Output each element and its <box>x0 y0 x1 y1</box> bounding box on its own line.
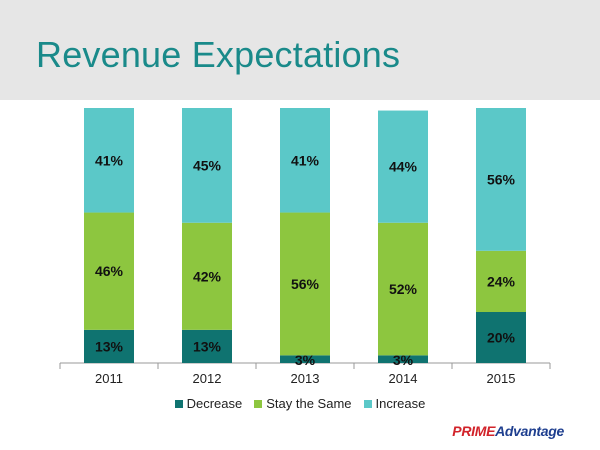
data-label-increase-2014: 44% <box>389 159 418 175</box>
logo-part-prime: PRIME <box>452 423 496 439</box>
data-label-decrease-2011: 13% <box>95 338 124 354</box>
logo-part-advantage: Advantage <box>495 423 564 439</box>
legend-label: Increase <box>375 396 426 411</box>
bar-increase-2015 <box>476 108 526 251</box>
legend-swatch <box>254 399 263 408</box>
legend-item-stay-the-same: Stay the Same <box>254 396 352 411</box>
legend-item-decrease: Decrease <box>174 396 243 411</box>
page-title: Revenue Expectations <box>36 34 401 75</box>
data-label-decrease-2015: 20% <box>487 330 516 346</box>
legend-swatch <box>174 399 183 408</box>
bar-stay-the-same-2012 <box>182 222 232 330</box>
legend-label: Decrease <box>186 396 243 411</box>
bar-stay-the-same-2015 <box>476 250 526 312</box>
legend-label: Stay the Same <box>266 396 352 411</box>
bar-decrease-2014 <box>378 355 428 363</box>
data-label-increase-2011: 41% <box>95 152 124 168</box>
data-label-stay-the-same-2011: 46% <box>95 263 124 279</box>
data-label-increase-2012: 45% <box>193 157 222 173</box>
data-label-increase-2013: 41% <box>291 152 320 168</box>
bar-increase-2011 <box>84 108 134 213</box>
bar-stay-the-same-2013 <box>280 212 330 356</box>
x-tick-label-2011: 2011 <box>95 371 123 386</box>
x-tick-label-2013: 2013 <box>291 371 320 386</box>
bar-stay-the-same-2014 <box>378 222 428 356</box>
x-tick-label-2015: 2015 <box>487 371 516 386</box>
bar-decrease-2013 <box>280 355 330 363</box>
data-label-stay-the-same-2013: 56% <box>291 276 320 292</box>
data-label-decrease-2014: 3% <box>393 352 414 368</box>
bar-decrease-2011 <box>84 329 134 363</box>
bar-stay-the-same-2011 <box>84 212 134 330</box>
bar-increase-2013 <box>280 108 330 213</box>
chart-legend: Decrease Stay the Same Increase <box>0 396 600 411</box>
bar-decrease-2015 <box>476 312 526 363</box>
x-tick-label-2012: 2012 <box>193 371 222 386</box>
data-label-stay-the-same-2014: 52% <box>389 281 418 297</box>
legend-item-increase: Increase <box>363 396 426 411</box>
bar-increase-2012 <box>182 108 232 223</box>
legend-swatch <box>363 399 372 408</box>
bar-increase-2014 <box>378 110 428 223</box>
prime-advantage-logo: PRIMEAdvantage <box>452 423 564 439</box>
data-label-increase-2015: 56% <box>487 171 516 187</box>
header-band <box>0 0 600 100</box>
data-label-stay-the-same-2012: 42% <box>193 268 222 284</box>
data-label-decrease-2012: 13% <box>193 338 222 354</box>
data-label-stay-the-same-2015: 24% <box>487 273 516 289</box>
x-tick-label-2014: 2014 <box>389 371 418 386</box>
bar-decrease-2012 <box>182 329 232 363</box>
data-label-decrease-2013: 3% <box>295 352 316 368</box>
stacked-bar-chart: 13% 46% 41% 2011 13% 42% 45% 2012 3% 56% 41% 2013 3%… <box>59 108 551 386</box>
